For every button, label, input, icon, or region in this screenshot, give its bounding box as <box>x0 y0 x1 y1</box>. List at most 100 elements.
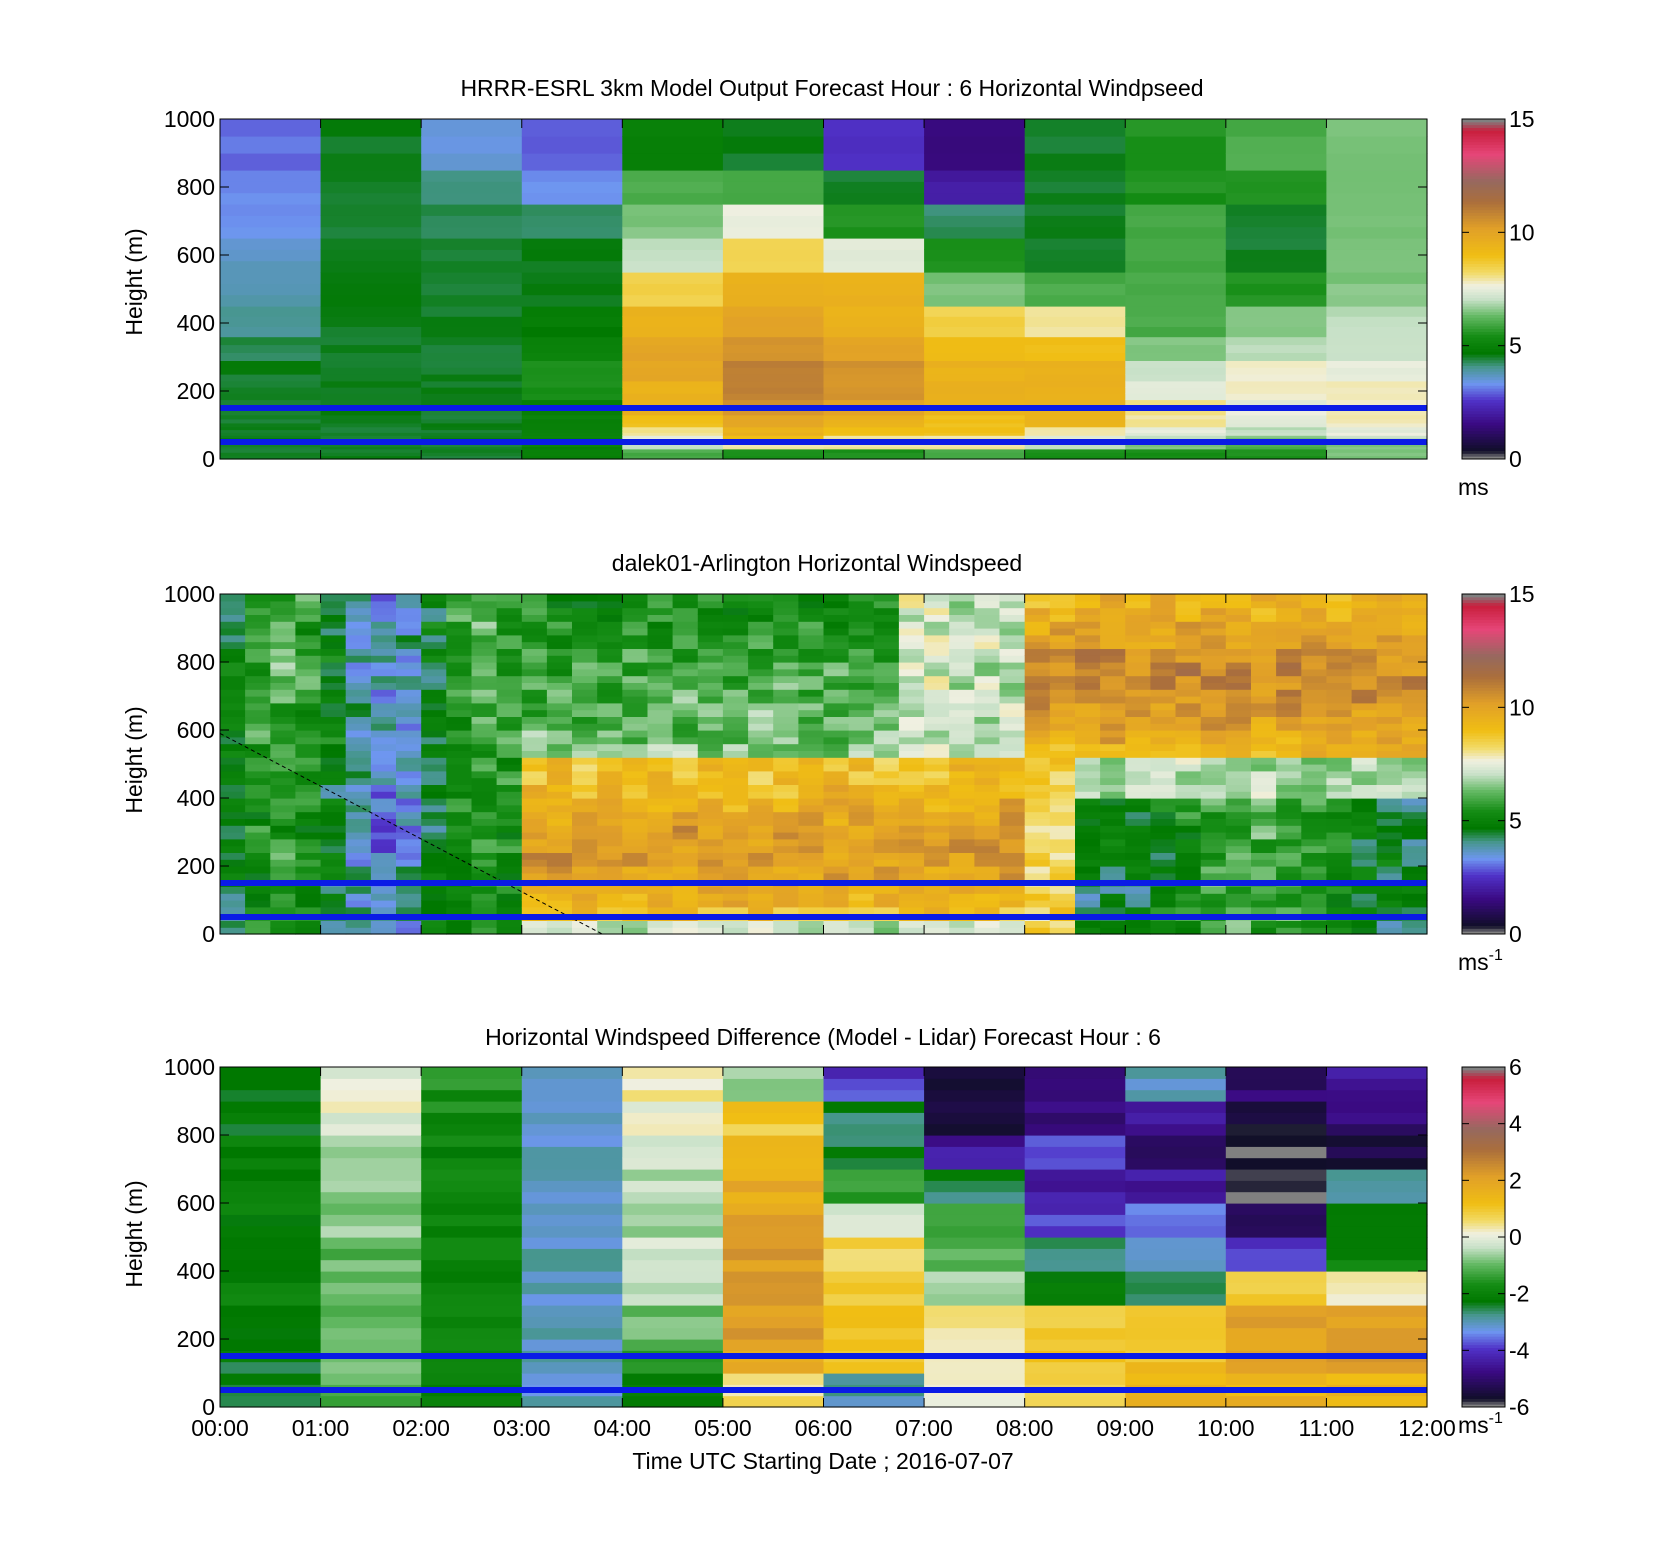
heatmap-cell <box>873 811 900 819</box>
heatmap-cell <box>1401 730 1428 738</box>
heatmap-cell <box>345 920 372 928</box>
heatmap-cell <box>873 852 900 860</box>
heatmap-cell <box>697 764 724 772</box>
heatmap-cell <box>1175 784 1202 792</box>
heatmap-cell <box>823 238 925 250</box>
heatmap-cell <box>471 784 498 792</box>
colorbar-segment <box>1462 405 1505 409</box>
heatmap-cell <box>949 607 975 615</box>
heatmap-cell <box>320 696 347 704</box>
heatmap-cell <box>1150 886 1177 894</box>
heatmap-cell <box>471 757 498 765</box>
colorbar-segment <box>1462 917 1505 921</box>
heatmap-cell <box>1401 920 1428 928</box>
heatmap-cell <box>1376 696 1403 704</box>
heatmap-cell <box>1200 764 1227 772</box>
heatmap-cell <box>1326 689 1353 697</box>
colorbar-segment <box>1462 928 1505 932</box>
heatmap-cell <box>823 628 850 636</box>
heatmap-cell <box>220 422 322 428</box>
heatmap-cell <box>1024 283 1126 296</box>
colorbar-segment <box>1462 147 1505 151</box>
heatmap-cell <box>1326 306 1428 317</box>
heatmap-cell <box>848 628 875 636</box>
heatmap-cell <box>521 136 623 154</box>
heatmap-cell <box>421 641 447 649</box>
heatmap-cell <box>848 594 875 602</box>
heatmap-cell <box>1125 1180 1227 1193</box>
heatmap-cell <box>446 675 472 683</box>
heatmap-cell <box>1251 607 1277 615</box>
heatmap-cell <box>1075 730 1101 738</box>
heatmap-cell <box>1200 859 1227 867</box>
colorbar-segment <box>1462 857 1505 861</box>
heatmap-cell <box>421 866 447 874</box>
heatmap-cell <box>220 1339 322 1351</box>
heatmap-cell <box>1075 743 1101 751</box>
heatmap-cell <box>1225 723 1252 731</box>
heatmap-cell <box>320 1339 422 1351</box>
heatmap-cell <box>446 872 472 881</box>
colorbar-segment <box>1462 1132 1505 1136</box>
heatmap-cell <box>622 422 724 428</box>
colorbar-unit: ms <box>1458 474 1489 500</box>
heatmap-cell <box>622 886 648 894</box>
heatmap-cell <box>1225 170 1327 182</box>
x-tick-label: 01:00 <box>292 1415 350 1441</box>
heatmap-cell <box>1301 872 1327 881</box>
heatmap-cell <box>722 1214 825 1227</box>
heatmap-cell <box>1225 1180 1327 1193</box>
heatmap-cell <box>521 859 548 867</box>
heatmap-cell <box>823 249 925 262</box>
heatmap-cell <box>1024 1214 1126 1227</box>
colorbar-segment <box>1462 1259 1505 1263</box>
heatmap-cell <box>622 804 648 813</box>
colorbar-segment <box>1462 625 1505 629</box>
colorbar-tick-label: 10 <box>1509 219 1535 245</box>
heatmap-cell <box>672 702 699 711</box>
heatmap-cell <box>1251 818 1277 826</box>
heatmap-cell <box>1049 614 1076 622</box>
heatmap-cell <box>974 900 1001 908</box>
heatmap-cell <box>1175 743 1202 751</box>
colorbar-segment <box>1462 837 1505 841</box>
heatmap-cell <box>1125 1339 1227 1351</box>
heatmap-cell <box>546 750 573 758</box>
heatmap-cell <box>1326 316 1428 327</box>
heatmap-cell <box>572 791 598 799</box>
heatmap-cell <box>421 845 447 853</box>
heatmap-cell <box>823 1101 925 1113</box>
heatmap-cell <box>722 1146 825 1159</box>
heatmap-cell <box>924 1305 1026 1317</box>
colorbar-segment <box>1462 1177 1505 1181</box>
heatmap-cell <box>622 437 724 441</box>
heatmap-cell <box>1175 900 1202 908</box>
heatmap-cell <box>974 607 1001 615</box>
heatmap-cell <box>672 614 699 622</box>
heatmap-cell <box>471 845 498 853</box>
heatmap-cell <box>295 655 322 663</box>
heatmap-cell <box>622 336 724 346</box>
heatmap-cell <box>1401 750 1428 758</box>
heatmap-cell <box>1326 662 1353 670</box>
heatmap-cell <box>245 750 271 758</box>
heatmap-cell <box>798 852 825 860</box>
heatmap-cell <box>1225 215 1327 228</box>
heatmap-cell <box>1125 1395 1227 1408</box>
heatmap-cell <box>1401 648 1428 656</box>
heatmap-cell <box>722 621 749 629</box>
heatmap-cell <box>320 1067 422 1079</box>
heatmap-cell <box>1276 886 1302 894</box>
heatmap-cell <box>572 634 598 643</box>
colorbar-segment <box>1462 1285 1505 1289</box>
heatmap-cell <box>999 628 1026 636</box>
heatmap-cell <box>1175 662 1202 670</box>
heatmap-cell <box>722 1135 825 1147</box>
heatmap-cell <box>773 696 799 704</box>
heatmap-cell <box>220 702 246 711</box>
heatmap-cell <box>1251 634 1277 643</box>
heatmap-cell <box>622 448 724 453</box>
heatmap-cell <box>1326 709 1353 717</box>
heatmap-cell <box>798 866 825 874</box>
heatmap-cell <box>1225 906 1252 915</box>
